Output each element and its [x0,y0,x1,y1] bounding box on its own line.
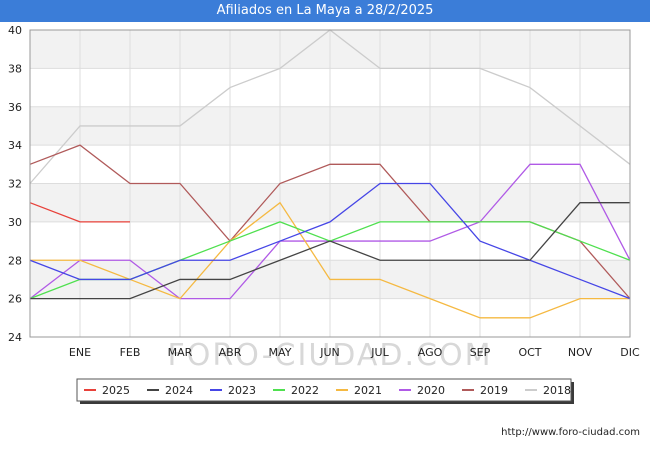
y-tick-label: 28 [8,254,22,267]
x-tick-label: JUL [370,346,389,359]
legend-label-2024: 2024 [165,384,193,397]
chart-title: Afiliados en La Maya a 28/2/2025 [0,0,650,22]
x-tick-label: OCT [518,346,541,359]
legend-label-2021: 2021 [354,384,382,397]
x-tick-label: ABR [219,346,242,359]
x-tick-label: MAR [168,346,193,359]
y-tick-label: 36 [8,101,22,114]
legend-label-2019: 2019 [480,384,508,397]
legend-label-2018: 2018 [543,384,571,397]
y-tick-label: 34 [8,139,22,152]
x-tick-label: SEP [470,346,491,359]
y-axis-ticks: 24 26 28 30 32 34 36 38 40 [8,24,22,344]
y-tick-label: 32 [8,178,22,191]
y-tick-label: 30 [8,216,22,229]
series-line-2024 [30,202,630,300]
legend-box [76,378,572,402]
x-tick-label: NOV [568,346,593,359]
y-tick-label: 24 [8,331,22,344]
x-tick-label: ENE [69,346,91,359]
x-tick-label: DIC [620,346,640,359]
legend-label-2025: 2025 [102,384,130,397]
series-line-2025 [29,202,130,223]
x-axis-ticks: ENE FEB MAR ABR MAY JUN JUL AGO SEP OCT NOV DIC [69,346,640,359]
legend-label-2020: 2020 [417,384,445,397]
legend-label-2022: 2022 [291,384,319,397]
y-tick-label: 26 [8,293,22,306]
legend-label-2023: 2023 [228,384,256,397]
source-credit: http://www.foro-ciudad.com [501,427,640,438]
plot-frame [29,29,631,338]
x-tick-label: FEB [120,346,141,359]
legend: 2025 2024 2023 2022 2021 2020 2019 2018 [76,378,574,404]
y-tick-label: 38 [8,62,22,75]
y-tick-label: 40 [8,24,22,37]
x-tick-label: AGO [418,346,443,359]
x-tick-label: JUN [319,346,340,359]
x-tick-label: MAY [269,346,292,359]
watermark: FORO-CIUDAD.COM [168,338,493,373]
